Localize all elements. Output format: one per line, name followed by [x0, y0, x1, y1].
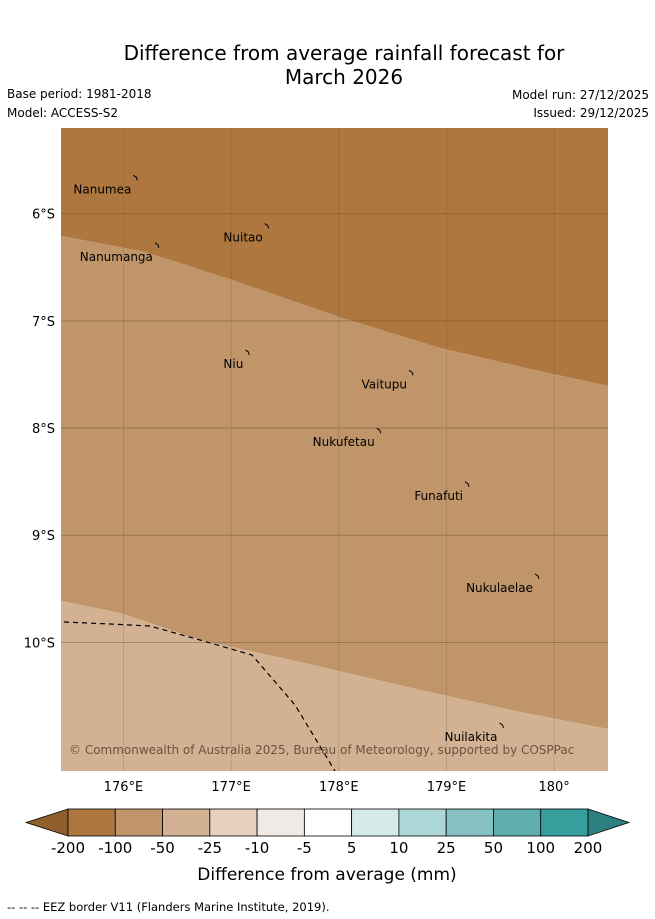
colorbar-tick-label: 50 — [484, 839, 503, 857]
latitude-label: 8°S — [32, 422, 55, 437]
rainfall-map: Nanumea Nuitao Nanumanga Niu Vaitupu Nukufeta… — [61, 128, 608, 771]
colorbar-tick-label: 25 — [437, 839, 456, 857]
colorbar-tick-label: -100 — [98, 839, 132, 857]
island-label: Nukufetau — [313, 435, 375, 449]
colorbar-extend-low — [24, 808, 69, 837]
atoll-shape — [499, 722, 504, 729]
islands: Nanumea Nuitao Nanumanga Niu Vaitupu Nukufeta… — [73, 174, 540, 744]
colorbar-tick-label: -50 — [150, 839, 175, 857]
colorbar-segment — [256, 808, 305, 837]
copyright-notice: © Commonwealth of Australia 2025, Bureau… — [69, 743, 574, 757]
colorbar-tick-label: 5 — [347, 839, 357, 857]
island-label: Nanumanga — [80, 250, 153, 264]
colorbar-tick-label: -200 — [51, 839, 85, 857]
island-vaitupu: Vaitupu — [362, 369, 414, 391]
colorbar-tick-label: 200 — [574, 839, 603, 857]
atoll-shape — [245, 349, 250, 356]
eez-border — [63, 621, 336, 771]
island-nuilakita: Nuilakita — [445, 722, 504, 744]
latitude-label: 7°S — [32, 315, 55, 330]
longitude-label: 176°E — [104, 780, 144, 795]
base-period: Base period: 1981-2018 — [7, 87, 152, 101]
colorbar-segment — [445, 808, 494, 837]
atoll-shape — [133, 174, 138, 181]
island-label: Vaitupu — [362, 377, 408, 391]
island-label: Nanumea — [73, 182, 131, 196]
island-funafuti: Funafuti — [414, 481, 470, 503]
model-run: Model run: 27/12/2025 — [511, 88, 649, 102]
island-nuitao: Nuitao — [223, 223, 270, 245]
colorbar-tick-label: 10 — [389, 839, 408, 857]
colorbar-segment — [351, 808, 400, 837]
latitude-label: 9°S — [32, 529, 55, 544]
colorbar-segment — [114, 808, 163, 837]
latitude-label: 6°S — [32, 208, 55, 223]
island-nanumanga: Nanumanga — [80, 242, 160, 264]
island-label: Nukulaelae — [466, 581, 533, 595]
colorbar-tick-label: -5 — [297, 839, 312, 857]
colorbar-tick-label: 100 — [526, 839, 555, 857]
island-label: Funafuti — [414, 489, 463, 503]
colorbar-segment — [540, 808, 589, 837]
colorbar-tick-label: -25 — [198, 839, 223, 857]
eez-source-note: -- -- -- EEZ border V11 (Flanders Marine… — [7, 900, 330, 914]
zone-below-25mm — [61, 236, 608, 729]
zone-below-10mm — [61, 601, 608, 771]
issued-date: Issued: 29/12/2025 — [533, 106, 649, 120]
longitude-label: 177°E — [211, 780, 251, 795]
longitude-labels: 176°E 177°E 178°E 179°E 180° — [104, 780, 570, 795]
island-label: Nuilakita — [445, 730, 498, 744]
longitude-label: 179°E — [427, 780, 467, 795]
longitude-label: 178°E — [319, 780, 359, 795]
colorbar-segment — [67, 808, 116, 837]
atoll-shape — [464, 481, 470, 487]
colorbar-segment — [303, 808, 353, 837]
colorbar-segment — [162, 808, 211, 837]
atoll-shape — [154, 242, 160, 248]
colorbar-segment — [493, 808, 542, 837]
longitude-label: 180° — [538, 780, 569, 795]
island-niu: Niu — [223, 349, 250, 371]
colorbar: -200 -100 -50 -25 -10 -5 5 10 25 50 100 200 — [24, 808, 631, 857]
atoll-shape — [376, 427, 382, 434]
colorbar-segment — [398, 808, 447, 837]
title-line-1: Difference from average rainfall forecas… — [123, 41, 565, 65]
zone-below-50mm — [61, 128, 608, 386]
atoll-shape — [408, 369, 414, 376]
island-nukufetau: Nukufetau — [313, 427, 382, 449]
graticule — [61, 128, 608, 771]
colorbar-extend-high — [587, 808, 631, 837]
island-nukulaelae: Nukulaelae — [466, 573, 540, 595]
island-label: Nuitao — [223, 231, 262, 245]
latitude-label: 10°S — [24, 636, 55, 651]
latitude-labels: 6°S 7°S 8°S 9°S 10°S — [24, 208, 55, 652]
legend-title: Difference from average (mm) — [197, 865, 456, 885]
atoll-shape — [534, 573, 540, 580]
colorbar-tick-label: -10 — [245, 839, 270, 857]
colorbar-segment — [209, 808, 258, 837]
island-nanumea: Nanumea — [73, 174, 138, 196]
title-line-2: March 2026 — [284, 65, 404, 89]
island-label: Niu — [223, 357, 243, 371]
model-name: Model: ACCESS-S2 — [7, 106, 119, 120]
atoll-shape — [264, 223, 270, 229]
